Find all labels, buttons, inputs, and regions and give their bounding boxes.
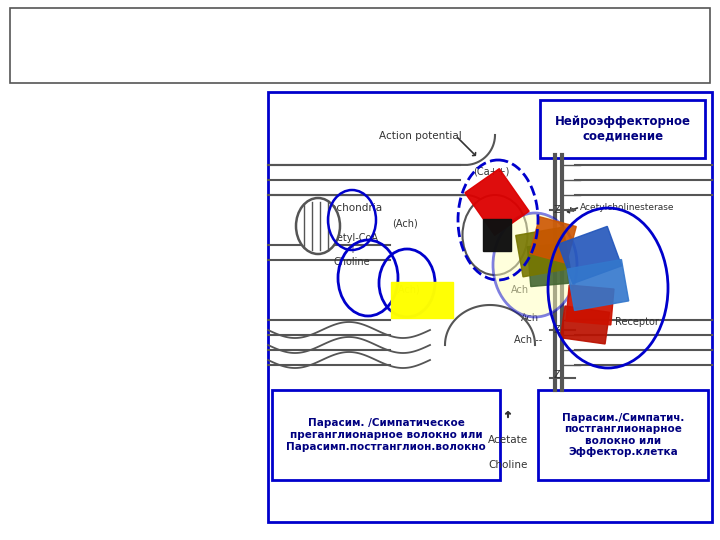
- Text: Парасим. /Симпатическое
преганглионарное волокно или
Парасимп.постганглион.волок: Парасим. /Симпатическое преганглионарное…: [286, 418, 486, 451]
- Text: Парасим./Симпатич.
постганглионарное
волокно или
Эффектор.клетка: Парасим./Симпатич. постганглионарное вол…: [562, 413, 684, 457]
- Text: (Ca++): (Ca++): [473, 167, 509, 177]
- Text: Receptor: Receptor: [615, 317, 659, 327]
- Text: Нейроэффекторное
соединение: Нейроэффекторное соединение: [555, 115, 691, 143]
- Bar: [516, 227, 570, 277]
- Bar: [10, 8, 710, 83]
- Bar: [465, 168, 529, 235]
- Bar: [483, 219, 511, 251]
- Bar: [559, 226, 621, 284]
- Bar: [567, 260, 629, 310]
- Ellipse shape: [296, 198, 340, 254]
- Text: Z: Z: [554, 325, 560, 335]
- Bar: [391, 282, 453, 318]
- Text: Acetate: Acetate: [488, 435, 528, 445]
- Text: Z: Z: [554, 370, 560, 380]
- Bar: [560, 306, 610, 344]
- Text: Choline: Choline: [488, 460, 528, 470]
- Text: Acetylcholinesterase: Acetylcholinesterase: [580, 202, 675, 212]
- Text: (Ach): (Ach): [392, 219, 418, 229]
- Text: Ach: Ach: [521, 313, 539, 323]
- Ellipse shape: [493, 213, 577, 317]
- Bar: [527, 244, 569, 287]
- Ellipse shape: [462, 195, 528, 275]
- Bar: [540, 100, 705, 158]
- Text: Mitochondria: Mitochondria: [314, 203, 382, 213]
- Bar: [530, 217, 576, 264]
- Bar: [268, 92, 712, 522]
- Bar: [538, 390, 708, 480]
- Bar: [566, 285, 614, 325]
- Text: Ach --: Ach --: [514, 335, 542, 345]
- Text: Z: Z: [554, 205, 560, 215]
- Bar: [272, 390, 500, 480]
- Text: (Ach): (Ach): [394, 285, 420, 295]
- Text: (Ach): (Ach): [473, 232, 499, 242]
- Text: Action potential: Action potential: [379, 131, 462, 141]
- Text: Acetyl-CoA
+
Choline: Acetyl-CoA + Choline: [325, 233, 379, 267]
- Text: Ach: Ach: [511, 285, 529, 295]
